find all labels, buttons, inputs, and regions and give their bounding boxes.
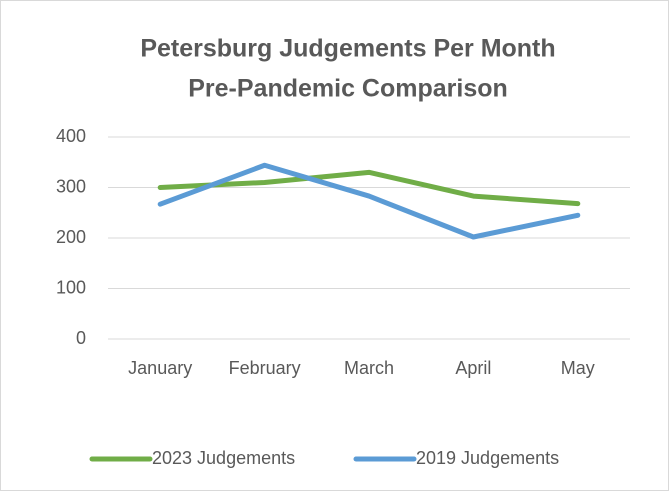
x-tick-label: March: [344, 358, 394, 378]
series-line: [157, 169, 581, 207]
y-tick-label: 0: [76, 328, 86, 348]
x-tick-label: May: [561, 358, 595, 378]
y-tick-label: 300: [56, 176, 86, 196]
legend-label: 2023 Judgements: [152, 448, 295, 468]
chart-title: Pre-Pandemic Comparison: [188, 75, 508, 103]
y-tick-label: 100: [56, 277, 86, 297]
x-tick-label: February: [229, 358, 301, 378]
x-tick-label: April: [455, 358, 491, 378]
chart-title: Petersburg Judgements Per Month: [140, 35, 555, 63]
y-tick-label: 200: [56, 227, 86, 247]
y-tick-label: 400: [56, 126, 86, 146]
series-line: [157, 162, 581, 240]
x-tick-label: January: [128, 358, 192, 378]
legend-label: 2019 Judgements: [416, 448, 559, 468]
